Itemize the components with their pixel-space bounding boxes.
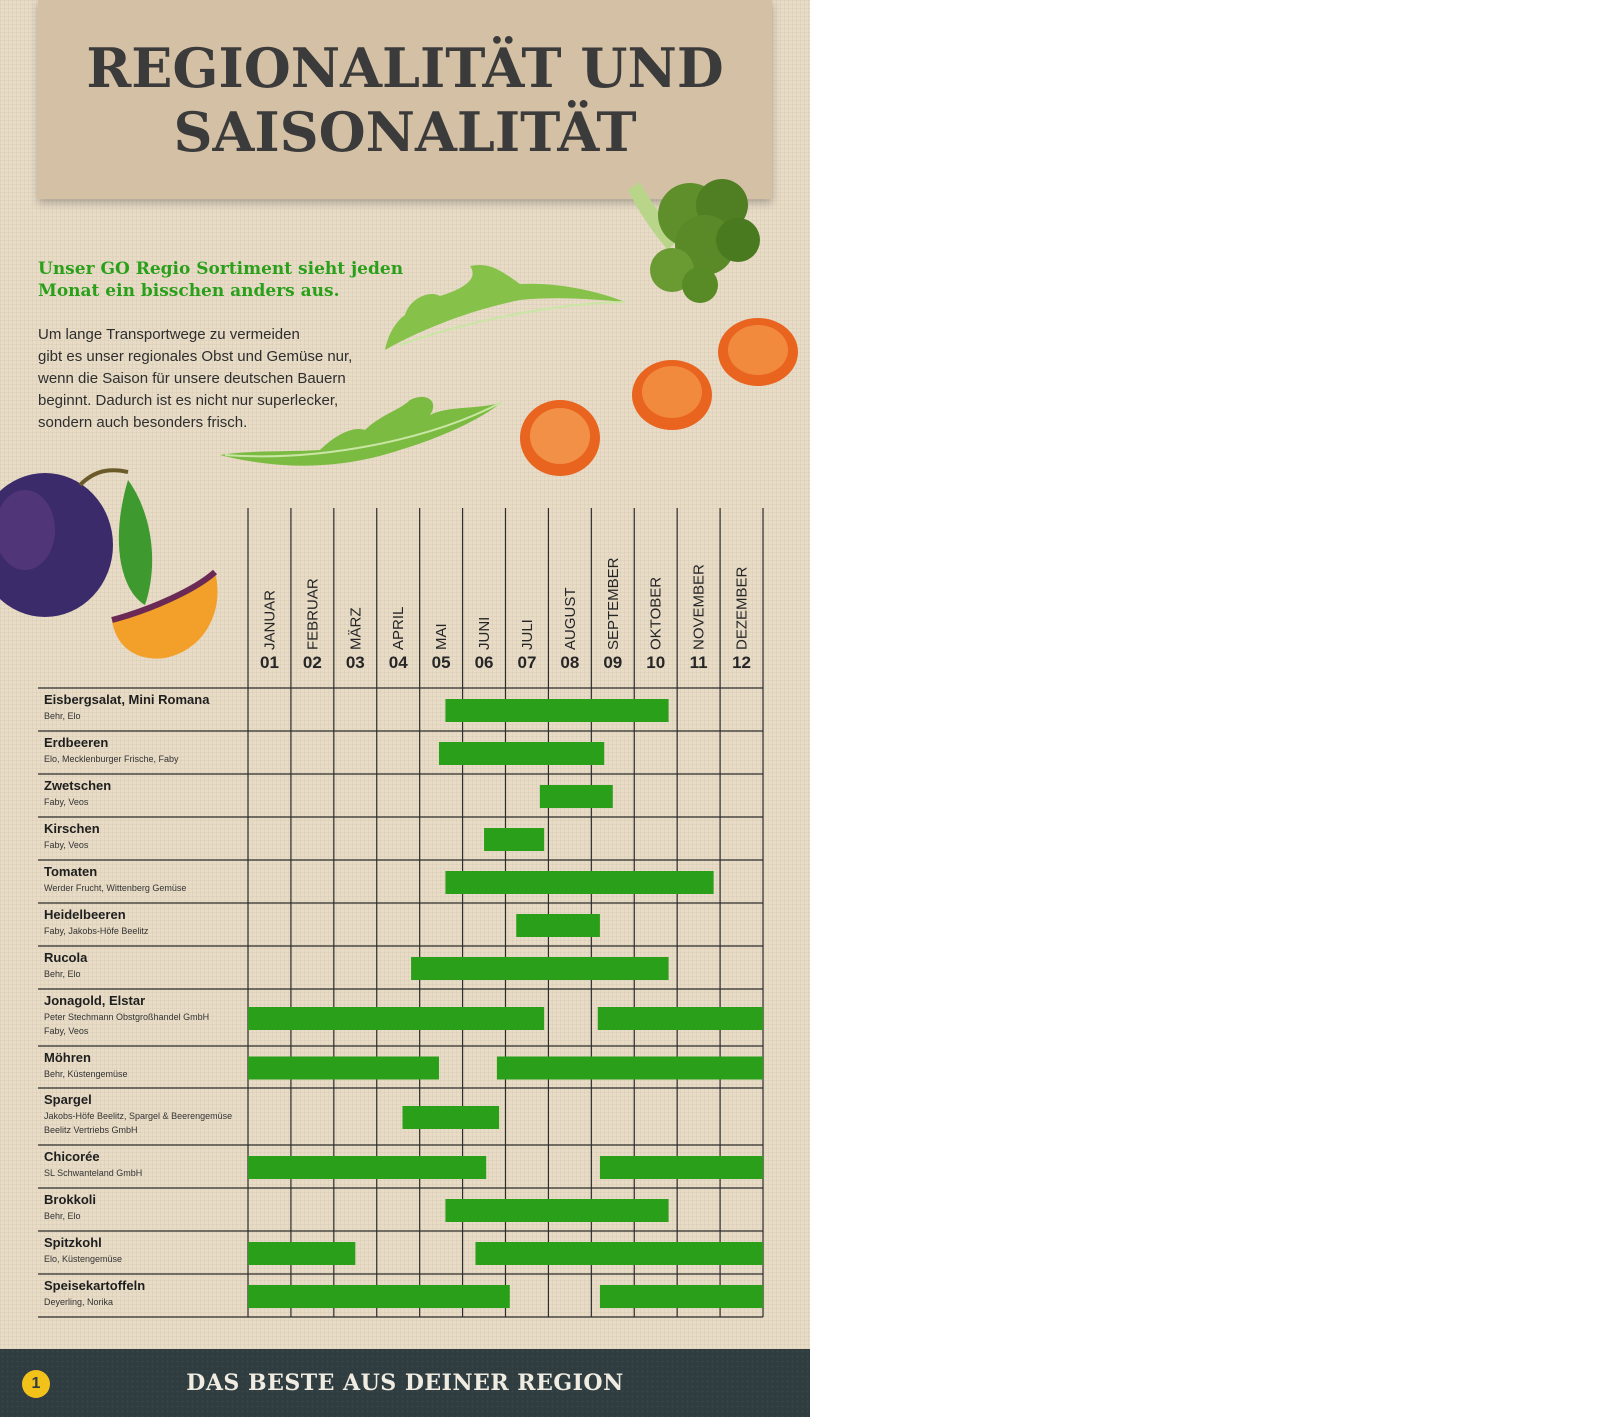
producer-label: Behr, Elo: [44, 969, 81, 979]
producer-label: Faby, Veos: [44, 1026, 89, 1036]
product-name-label: Spargel: [44, 1092, 92, 1107]
season-bar: [445, 871, 714, 894]
month-number-label: 09: [603, 653, 622, 672]
producer-label: Behr, Küstengemüse: [44, 1069, 128, 1079]
season-bar: [445, 699, 669, 722]
footer-text: DAS BESTE AUS DEINER REGION: [186, 1370, 624, 1396]
producer-label: Peter Stechmann Obstgroßhandel GmbH: [44, 1012, 209, 1022]
season-bar: [599, 1285, 763, 1308]
season-bar: [248, 1156, 487, 1179]
intro-headline: Unser GO Regio Sortiment sieht jeden Mon…: [38, 258, 438, 302]
page-title-line-1: REGIONALITÄT UND: [86, 36, 724, 100]
intro-text: Um lange Transportwege zu vermeiden gibt…: [38, 324, 398, 434]
poster: REGIONALITÄT UND SAISONALITÄT Unser GO R…: [0, 0, 810, 1417]
season-bar: [597, 1007, 763, 1030]
season-bar: [484, 828, 545, 851]
producer-label: Faby, Veos: [44, 840, 89, 850]
producer-label: Behr, Elo: [44, 1211, 81, 1221]
month-name-label: DEZEMBER: [734, 566, 751, 650]
month-name-label: MÄRZ: [347, 608, 364, 651]
month-name-label: JUNI: [476, 617, 493, 650]
season-bar: [438, 742, 605, 765]
month-name-label: AUGUST: [562, 587, 579, 650]
month-number-label: 03: [346, 653, 365, 672]
month-number-label: 05: [432, 653, 451, 672]
month-number-label: 10: [646, 653, 665, 672]
season-bar: [496, 1056, 763, 1080]
month-name-label: NOVEMBER: [691, 564, 708, 650]
season-bar: [516, 914, 600, 937]
producer-label: Beelitz Vertriebs GmbH: [44, 1125, 138, 1135]
product-name-label: Chicorée: [44, 1149, 100, 1164]
season-bar: [248, 1285, 510, 1308]
month-number-label: 01: [260, 653, 279, 672]
month-name-label: APRIL: [390, 607, 407, 650]
month-name-label: OKTOBER: [648, 577, 665, 650]
producer-label: Elo, Küstengemüse: [44, 1254, 122, 1264]
intro-text-line: gibt es unser regionales Obst und Gemüse…: [38, 348, 353, 365]
month-name-label: JANUAR: [261, 590, 278, 650]
product-name-label: Heidelbeeren: [44, 907, 126, 922]
intro-headline-line-2: Monat ein bisschen anders aus.: [38, 281, 340, 301]
season-bar: [475, 1242, 763, 1265]
footer: 1 DAS BESTE AUS DEINER REGION: [0, 1349, 810, 1417]
season-bar: [248, 1007, 545, 1030]
product-name-label: Zwetschen: [44, 778, 111, 793]
producer-label: Behr, Elo: [44, 711, 81, 721]
season-bar: [539, 785, 613, 808]
month-name-label: SEPTEMBER: [605, 557, 622, 650]
month-name-label: FEBRUAR: [304, 578, 321, 650]
product-name-label: Jonagold, Elstar: [44, 993, 145, 1008]
intro-headline-line-1: Unser GO Regio Sortiment sieht jeden: [38, 259, 404, 279]
month-number-label: 07: [517, 653, 536, 672]
month-name-label: MAI: [433, 623, 450, 650]
producer-label: Elo, Mecklenburger Frische, Faby: [44, 754, 179, 764]
intro-text-line: Um lange Transportwege zu vermeiden: [38, 326, 300, 343]
producer-label: Jakobs-Höfe Beelitz, Spargel & Beerengem…: [44, 1111, 232, 1121]
season-bar: [411, 957, 669, 980]
season-bar: [402, 1106, 500, 1129]
product-name-label: Speisekartoffeln: [44, 1278, 145, 1293]
month-number-label: 11: [690, 653, 708, 672]
season-bar: [599, 1156, 763, 1179]
product-name-label: Brokkoli: [44, 1192, 96, 1207]
month-number-label: 08: [560, 653, 579, 672]
intro-text-line: wenn die Saison für unsere deutschen Bau…: [38, 370, 346, 387]
season-bar: [248, 1056, 439, 1080]
product-name-label: Spitzkohl: [44, 1235, 102, 1250]
producer-label: Faby, Veos: [44, 797, 89, 807]
product-name-label: Tomaten: [44, 864, 97, 879]
season-bar: [248, 1242, 356, 1265]
product-name-label: Erdbeeren: [44, 735, 108, 750]
producer-label: SL Schwanteland GmbH: [44, 1168, 142, 1178]
season-chart: 01 JANUAR 02 FEBRUAR 03 MÄRZ 04 APRIL 05 MAI 06 JUN…: [38, 508, 764, 1318]
month-name-label: JULI: [519, 619, 536, 650]
product-name-label: Möhren: [44, 1050, 91, 1065]
month-number-label: 06: [475, 653, 494, 672]
producer-label: Werder Frucht, Wittenberg Gemüse: [44, 883, 186, 893]
month-number-label: 04: [389, 653, 408, 672]
producer-label: Faby, Jakobs-Höfe Beelitz: [44, 926, 149, 936]
month-number-label: 02: [303, 653, 322, 672]
product-name-label: Rucola: [44, 950, 88, 965]
logo-icon: 1: [22, 1370, 50, 1398]
producer-label: Deyerling, Norika: [44, 1297, 113, 1307]
month-number-label: 12: [732, 653, 751, 672]
product-name-label: Kirschen: [44, 821, 100, 836]
intro-text-line: sondern auch besonders frisch.: [38, 414, 248, 431]
product-name-label: Eisbergsalat, Mini Romana: [44, 692, 210, 707]
header-card: REGIONALITÄT UND SAISONALITÄT: [38, 0, 772, 199]
page-title: REGIONALITÄT UND SAISONALITÄT: [38, 36, 772, 164]
page-title-line-2: SAISONALITÄT: [173, 100, 637, 164]
season-bar: [445, 1199, 669, 1222]
